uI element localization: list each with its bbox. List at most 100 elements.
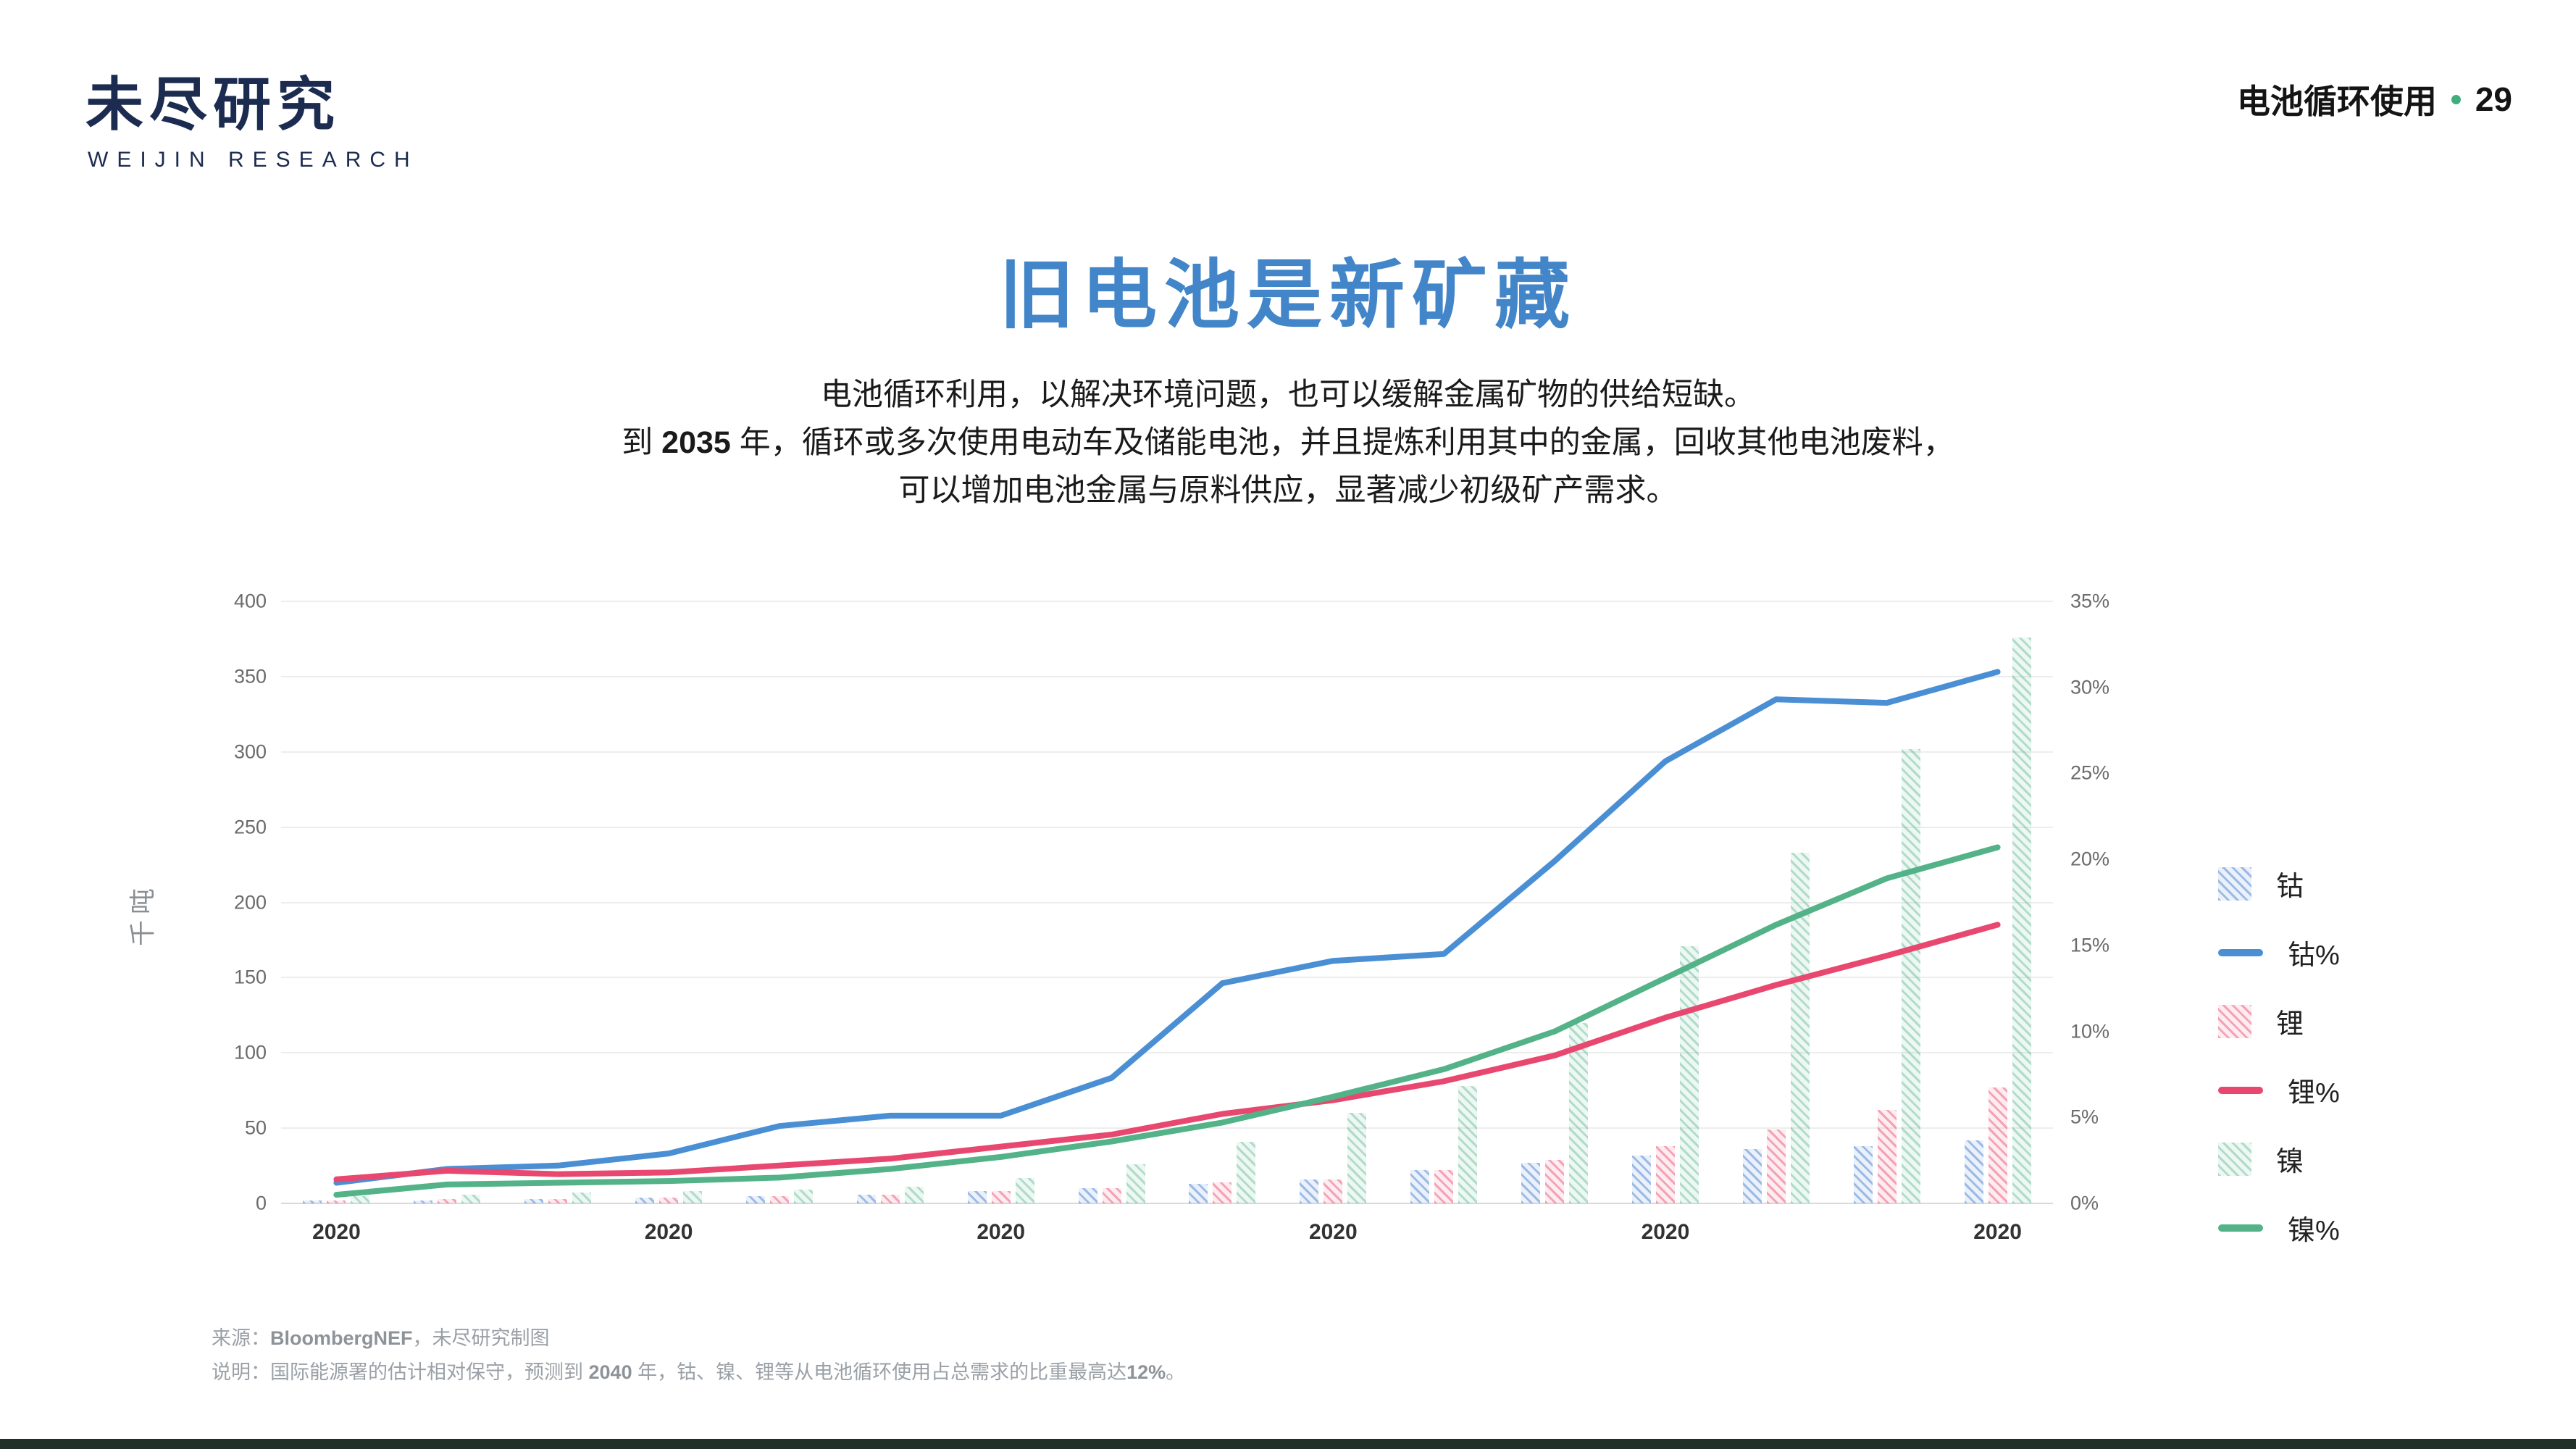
line-nickel-pct: [333, 844, 2001, 1198]
bar-lithium: [1323, 1179, 1343, 1203]
bar-cobalt: [1521, 1162, 1541, 1203]
x-axis-label: 2020: [977, 1220, 1026, 1244]
footer-notes: 来源：BloombergNEF，未尽研究制图 说明：国际能源署的估计相对保守，预…: [212, 1321, 1185, 1390]
bar-cobalt: [1631, 1155, 1651, 1203]
bar-cobalt: [1964, 1140, 1983, 1203]
legend-item-cobalt-pct: 钴%: [2218, 918, 2340, 987]
subtitle-line-2-bold: 2035: [661, 425, 731, 460]
combo-chart: [281, 601, 2053, 1204]
bar-lithium: [769, 1195, 789, 1203]
gridline: [281, 601, 2053, 602]
note-mid: 年，钴、镍、锂等从电池循环使用占总需求的比重最高达: [632, 1361, 1127, 1383]
right-axis: 0% 5% 10% 15% 20% 25% 30% 35%: [2070, 590, 2172, 1214]
source-bold: BloombergNEF: [270, 1327, 413, 1349]
right-axis-tick: 20%: [2070, 848, 2110, 870]
weijin-logo-en: WEIJIN RESEARCH: [88, 148, 419, 172]
bar-cobalt: [414, 1200, 433, 1203]
left-axis-tick: 50: [244, 1116, 267, 1139]
bar-nickel: [793, 1190, 813, 1203]
bar-cobalt: [856, 1194, 876, 1203]
left-axis: 0 50 100 150 200 250 300 350 400: [165, 590, 267, 1214]
gridline: [281, 826, 2053, 828]
bar-cobalt: [303, 1200, 322, 1203]
left-axis-tick: 150: [233, 966, 267, 988]
bar-cobalt: [1853, 1146, 1873, 1203]
gridline: [281, 1127, 2053, 1129]
bar-nickel: [1015, 1177, 1034, 1203]
bar-nickel: [683, 1191, 703, 1203]
bottom-accent-bar: [0, 1439, 2576, 1449]
bar-cobalt: [635, 1197, 655, 1203]
note-pre: 说明：国际能源署的估计相对保守，预测到: [212, 1361, 589, 1383]
legend-item-nickel: 镍: [2218, 1124, 2340, 1193]
bar-cobalt: [1300, 1179, 1319, 1203]
lithium-bar-swatch-icon: [2218, 1004, 2251, 1038]
caveat-note: 说明：国际能源署的估计相对保守，预测到 2040 年，钴、镍、锂等从电池循环使用…: [212, 1356, 1185, 1390]
left-axis-tick: 350: [233, 665, 267, 688]
source-post: ，未尽研究制图: [412, 1327, 550, 1349]
bar-nickel: [904, 1187, 924, 1203]
note-end: 。: [1166, 1361, 1186, 1383]
note-bold-12pct: 12%: [1126, 1361, 1166, 1383]
x-axis-label: 2020: [312, 1220, 361, 1244]
bar-nickel: [1679, 945, 1699, 1203]
gridline: [281, 977, 2053, 979]
right-axis-tick: 35%: [2070, 590, 2110, 612]
subtitle-line-1: 电池循环利用，以解决环境问题，也可以缓解金属矿物的供给短缺。: [821, 377, 1755, 412]
note-bold-2040: 2040: [588, 1361, 632, 1383]
bar-lithium: [1877, 1110, 1897, 1203]
bar-cobalt: [745, 1195, 765, 1203]
bar-lithium: [1766, 1129, 1786, 1203]
left-axis-tick: 100: [233, 1041, 267, 1064]
bar-lithium: [1545, 1159, 1565, 1203]
bar-nickel: [1347, 1113, 1367, 1203]
left-axis-tick: 300: [233, 740, 267, 763]
chart-legend: 钴钴% 锂锂% 镍镍%: [2218, 849, 2340, 1262]
bar-lithium: [1988, 1087, 2007, 1203]
page-number: 29: [2475, 80, 2512, 118]
bar-lithium: [438, 1198, 457, 1203]
bar-lithium: [659, 1197, 679, 1203]
left-axis-tick: 0: [255, 1192, 267, 1214]
bar-nickel: [1458, 1085, 1478, 1203]
gridline: [281, 675, 2053, 677]
subtitle-line-3: 可以增加电池金属与原料供应，显著减少初级矿产需求。: [898, 473, 1678, 508]
weijin-logo-cn: 未尽研究: [85, 74, 340, 138]
dot-separator-icon: [2451, 94, 2461, 104]
bar-nickel: [2012, 637, 2031, 1203]
bar-nickel: [1237, 1141, 1256, 1203]
legend-item-lithium: 锂: [2218, 987, 2340, 1056]
nickel-bar-swatch-icon: [2218, 1142, 2251, 1176]
left-axis-tick: 200: [233, 891, 267, 913]
line-layer: [333, 669, 2001, 1198]
subtitle-line-2: 到 2035 年，循环或多次使用电动车及储能电池，并且提炼利用其中的金属，回收其…: [0, 419, 2576, 467]
bar-nickel: [1569, 1022, 1589, 1203]
gridline: [281, 751, 2053, 753]
subtitle-line-2-post: 年，循环或多次使用电动车及储能电池，并且提炼利用其中的金属，回收其他电池废料，: [730, 425, 1954, 460]
x-axis-label: 2020: [1308, 1220, 1358, 1244]
gridline: [281, 901, 2053, 903]
bar-lithium: [991, 1191, 1011, 1203]
nickel-pct-line-swatch-icon: [2218, 1224, 2263, 1232]
legend-item-nickel-pct: 镍%: [2218, 1193, 2340, 1262]
bar-lithium: [327, 1200, 346, 1203]
right-axis-tick: 15%: [2070, 934, 2110, 956]
header-section: 电池循环使用 29: [2237, 75, 2512, 123]
bar-cobalt: [524, 1198, 544, 1203]
source-pre: 来源：: [212, 1327, 270, 1349]
bar-nickel: [572, 1193, 592, 1203]
bar-lithium: [1213, 1182, 1232, 1203]
right-axis-tick: 30%: [2070, 676, 2110, 698]
gridline: [281, 1052, 2053, 1054]
section-label: 电池循环使用: [2236, 83, 2437, 120]
right-axis-tick: 0%: [2070, 1192, 2099, 1214]
bar-nickel: [351, 1195, 370, 1203]
gridline: [281, 1203, 2053, 1204]
bar-lithium: [1655, 1146, 1675, 1203]
legend-item-lithium-pct: 锂%: [2218, 1056, 2340, 1124]
bar-cobalt: [1742, 1149, 1762, 1203]
bar-nickel: [1901, 748, 1920, 1203]
subtitle-line-2-pre: 到: [622, 425, 662, 460]
bar-cobalt: [1189, 1184, 1208, 1203]
